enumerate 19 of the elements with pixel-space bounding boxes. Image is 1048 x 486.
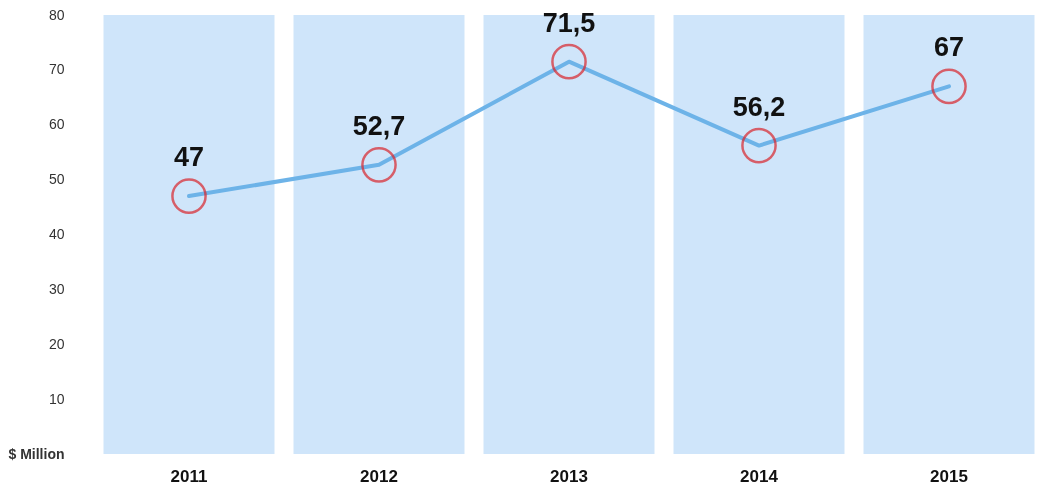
y-tick-label: 80 (48, 6, 65, 23)
data-label: 71,5 (542, 7, 596, 38)
y-tick-label: 20 (48, 335, 65, 352)
y-tick-label: 70 (48, 61, 65, 78)
x-tick-label: 2014 (740, 466, 779, 486)
y-tick-label: 50 (48, 171, 65, 188)
y-tick-label: $ Million (8, 445, 65, 462)
y-tick-label: 60 (48, 116, 65, 133)
x-tick-label: 2015 (930, 466, 968, 486)
y-tick-label: 30 (48, 280, 65, 297)
data-label: 67 (933, 32, 965, 63)
data-label: 47 (173, 142, 205, 173)
data-label: 56,2 (732, 91, 786, 122)
data-label: 52,7 (352, 110, 406, 141)
y-tick-label: 10 (48, 390, 65, 407)
x-tick-label: 2012 (360, 466, 398, 486)
x-tick-label: 2011 (170, 466, 208, 486)
y-tick-label: 40 (48, 226, 65, 242)
x-tick-label: 2013 (550, 466, 588, 486)
